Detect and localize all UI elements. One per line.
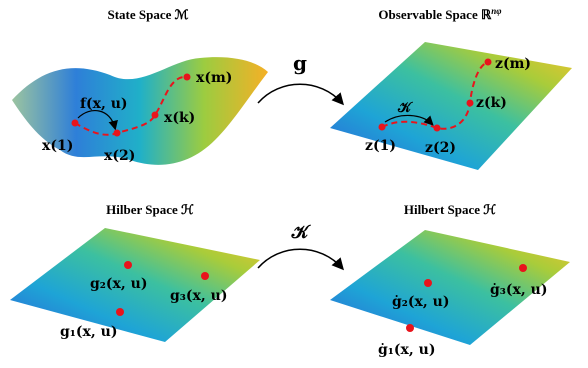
label: z(1) — [365, 138, 396, 154]
panel-title: State Space ℳ — [107, 7, 188, 22]
point — [485, 59, 492, 66]
label: g₁(x, u) — [60, 324, 117, 340]
label: ġ₁(x, u) — [378, 341, 435, 358]
label: z(m) — [495, 56, 531, 72]
point — [114, 130, 121, 137]
point — [406, 324, 414, 332]
point — [379, 124, 386, 131]
panel-title: Hilbert Space ℋ — [404, 202, 496, 217]
label: x(k) — [164, 110, 195, 126]
point — [124, 261, 132, 269]
label: z(k) — [476, 95, 507, 111]
label: x(m) — [196, 70, 232, 86]
panel-title: Observable Space ℝnφ — [378, 6, 501, 22]
point — [152, 112, 159, 119]
map-arrow — [258, 249, 342, 268]
map-arrow — [258, 84, 342, 103]
point — [184, 74, 191, 81]
diagram: State Space ℳ f(x, u) x(1) x(2) x(k) x(m… — [0, 0, 588, 368]
label: x(2) — [104, 148, 135, 164]
label: g₃(x, u) — [170, 288, 227, 304]
point — [201, 272, 209, 280]
point — [467, 100, 474, 107]
arrow-label: 𝒦 — [291, 222, 312, 243]
label: ġ₃(x, u) — [490, 281, 547, 298]
label: x(1) — [42, 138, 73, 154]
point — [72, 120, 79, 127]
point — [424, 279, 432, 287]
point — [116, 308, 124, 316]
panel-title: Hilber Space ℋ — [106, 202, 194, 217]
label: ġ₂(x, u) — [392, 293, 449, 310]
label: g₂(x, u) — [90, 276, 147, 292]
point — [519, 264, 527, 272]
label: f(x, u) — [80, 96, 128, 112]
point — [434, 125, 441, 132]
label: z(2) — [425, 140, 456, 156]
arrow-label: g — [293, 51, 307, 75]
label: 𝒦 — [397, 100, 413, 116]
